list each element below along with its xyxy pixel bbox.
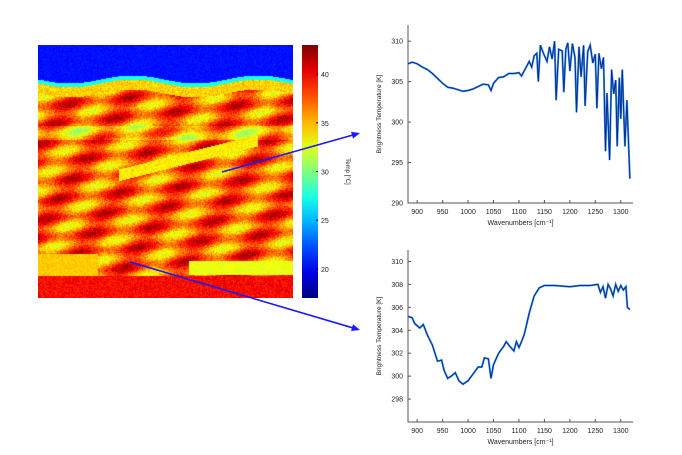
x-tick-label: 900	[411, 209, 423, 216]
x-tick-label: 1250	[588, 209, 604, 216]
y-tick-label: 304	[391, 328, 403, 335]
x-tick-label: 1150	[537, 209, 552, 216]
series-line	[407, 282, 631, 385]
spectrum-chart-1: 900 950 1000 1050 1100 1150 1200 1250 1300 290 295…	[376, 25, 633, 227]
pointer-arrow-line	[129, 261, 355, 330]
x-axis-label: Wavenumbers [cm⁻¹]	[487, 439, 553, 446]
x-tick-label: 1150	[537, 428, 552, 435]
arrowhead-icon	[351, 131, 360, 139]
x-tick-label: 1300	[613, 428, 629, 435]
y-tick-label: 306	[391, 305, 403, 312]
thermal-image-heatmap	[38, 45, 293, 298]
plot-area	[408, 250, 633, 422]
y-tick-label: 300	[391, 120, 403, 127]
colorbar-bar	[302, 45, 318, 298]
y-axis-label: Brightness Temperature [K]	[376, 296, 383, 375]
x-tick-label: 1000	[460, 209, 476, 216]
x-tick-label: 1100	[511, 209, 526, 216]
x-tick-label: 950	[437, 428, 449, 435]
y-tick-label: 302	[391, 351, 403, 358]
x-tick-label: 950	[437, 209, 449, 216]
y-tick-label: 310	[391, 39, 403, 46]
y-tick-label: 295	[391, 160, 403, 167]
x-tick-label: 1100	[511, 428, 526, 435]
colorbar-tick-label: 30	[321, 170, 329, 177]
colorbar-tick-label: 25	[321, 218, 329, 225]
y-tick-label: 308	[391, 282, 403, 289]
x-tick-label: 1200	[562, 209, 578, 216]
spectrum-chart-2: 900 950 1000 1050 1100 1150 1200 1250 1300 298 300…	[376, 250, 633, 446]
x-tick-label: 1050	[486, 209, 502, 216]
pointer-arrow-line	[221, 133, 355, 173]
x-tick-label: 1200	[562, 428, 578, 435]
y-tick-label: 300	[391, 374, 403, 381]
x-tick-label: 1000	[460, 428, 476, 435]
y-tick-label: 290	[391, 201, 403, 208]
y-tick-label: 310	[391, 259, 403, 266]
x-tick-label: 1300	[613, 209, 629, 216]
colorbar-label: Temp [°C]	[344, 158, 350, 185]
y-tick-label: 298	[391, 397, 403, 404]
colorbar-tick-label: 40	[321, 72, 329, 79]
x-tick-label: 900	[411, 428, 423, 435]
colorbar-tick-label: 20	[321, 267, 329, 274]
colorbar-tick-label: 35	[321, 121, 329, 128]
x-tick-label: 1050	[486, 428, 502, 435]
colorbar: 20 25 30 35 40 Temp [°C]	[302, 45, 350, 298]
plot-area	[408, 25, 633, 203]
series-line	[407, 41, 631, 179]
x-axis-label: Wavenumbers [cm⁻¹]	[487, 220, 553, 227]
y-axis-label: Brightness Temperature [K]	[376, 74, 383, 153]
x-tick-label: 1250	[588, 428, 604, 435]
arrowhead-icon	[351, 324, 360, 332]
y-tick-label: 305	[391, 79, 403, 86]
